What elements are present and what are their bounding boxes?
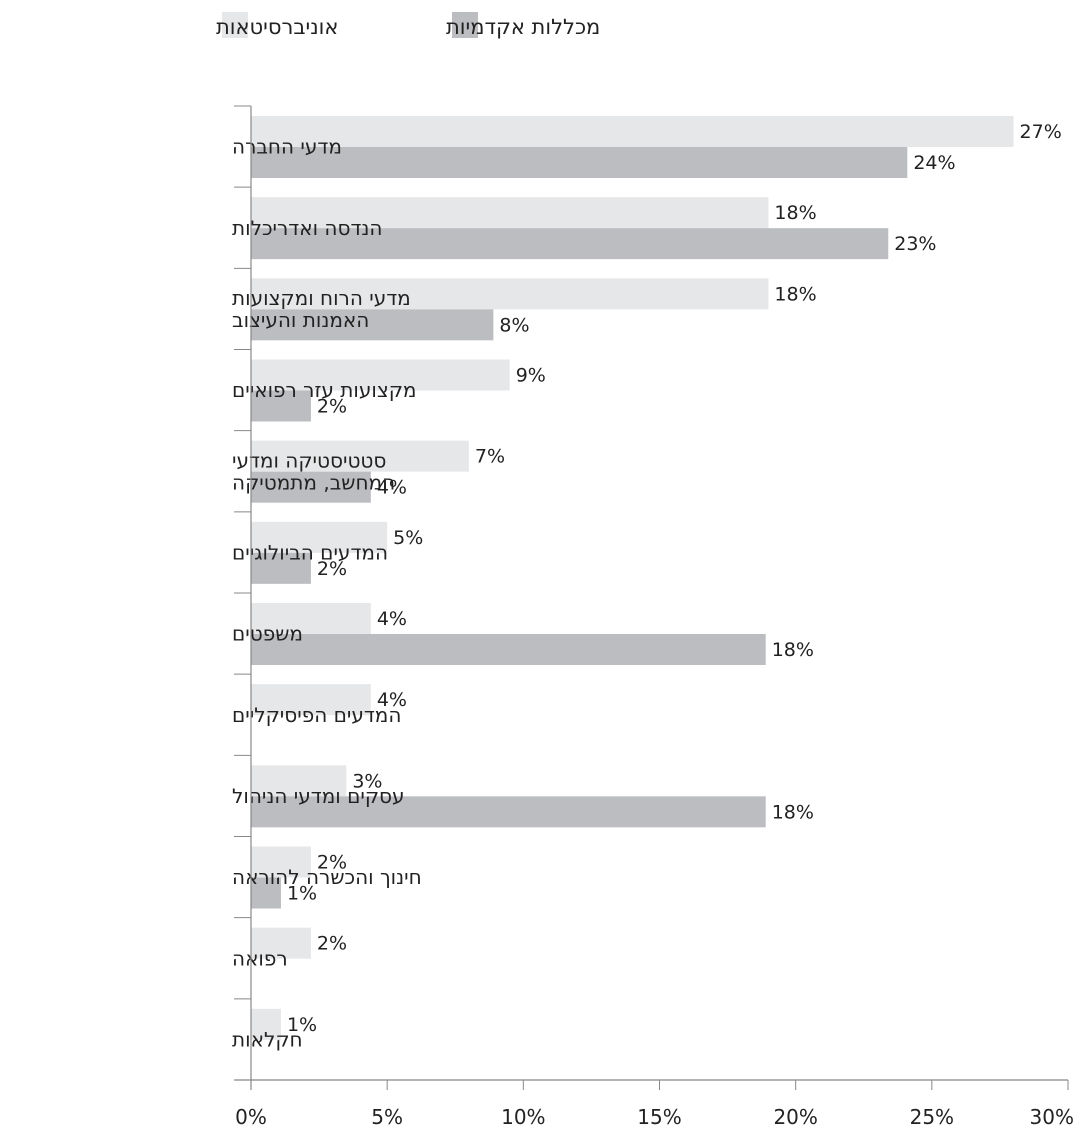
category-label: מדעי החברה xyxy=(232,135,342,159)
x-tick-label: 20% xyxy=(773,1105,817,1129)
axes-group: מדעי החברה הנדסה ואדריכלות מדעי הרוח ומקצו… xyxy=(232,105,1074,1129)
bar xyxy=(251,846,311,878)
data-label: 1% xyxy=(287,883,317,905)
bar xyxy=(251,228,889,260)
bar xyxy=(251,1008,281,1040)
bar xyxy=(251,147,908,178)
data-label: 18% xyxy=(772,639,814,661)
data-label: 4% xyxy=(377,689,407,711)
category-label: הנדסה ואדריכלות xyxy=(232,216,382,240)
bar xyxy=(251,309,494,341)
legend-swatch xyxy=(452,12,478,38)
data-label: 3% xyxy=(352,770,382,792)
bar xyxy=(251,471,371,503)
bar xyxy=(251,552,311,584)
data-label: 9% xyxy=(516,365,546,387)
data-label: 18% xyxy=(774,202,816,224)
x-tick-label: 30% xyxy=(1030,1105,1074,1129)
data-label: 2% xyxy=(317,558,347,580)
legend: מכללות אקדמיות אוניברסיטאות xyxy=(216,12,600,39)
legend-swatch xyxy=(222,12,248,38)
bar xyxy=(251,197,769,229)
bar xyxy=(251,440,469,472)
category-label: המדעים הפיסיקליים xyxy=(232,703,401,727)
bar xyxy=(251,390,311,422)
data-label: 2% xyxy=(317,852,347,874)
bar xyxy=(251,603,371,634)
category-label: מדעי הרוח ומקצועות האמנות והעיצוב xyxy=(232,286,411,332)
data-label: 1% xyxy=(287,1014,317,1036)
bar xyxy=(251,116,1014,147)
bar xyxy=(251,278,769,310)
data-label: 8% xyxy=(499,314,529,336)
bars-group: 27% 24% 18% 23% 18% 8% 9% 2% 7% 4% 5% 2% 4% 18% 4% 3% 18… xyxy=(251,116,1062,1040)
data-label: 2% xyxy=(317,396,347,418)
data-label: 18% xyxy=(774,283,816,305)
legend-label: מכללות אקדמיות xyxy=(446,15,600,39)
category-label: חינוך והכשרה להוראה xyxy=(232,865,422,889)
bar xyxy=(251,684,371,716)
data-label: 27% xyxy=(1020,121,1062,143)
data-label: 5% xyxy=(393,527,423,549)
bar xyxy=(251,927,311,959)
bar xyxy=(251,521,388,553)
x-tick-label: 5% xyxy=(371,1105,403,1129)
x-tick-label: 0% xyxy=(235,1105,267,1129)
legend-label: אוניברסיטאות xyxy=(216,15,338,39)
data-label: 24% xyxy=(913,152,955,174)
category-label: משפטים xyxy=(232,622,303,646)
category-label: סטטיסטיקה ומדעי המחשב, מתמטיקה xyxy=(232,448,395,494)
data-label: 18% xyxy=(772,801,814,823)
x-tick-label: 15% xyxy=(637,1105,681,1129)
bar xyxy=(251,796,766,828)
category-label: מקצועות עזר רפואיים xyxy=(232,378,416,402)
category-label: עסקים ומדעי הניהול xyxy=(232,784,405,808)
x-tick-label: 10% xyxy=(501,1105,545,1129)
data-label: 23% xyxy=(894,233,936,255)
data-label: 4% xyxy=(377,477,407,499)
category-label: רפואה xyxy=(232,946,288,970)
bar xyxy=(251,634,766,665)
bar xyxy=(251,765,347,797)
data-label: 2% xyxy=(317,933,347,955)
bar xyxy=(251,877,281,909)
x-tick-label: 25% xyxy=(910,1105,954,1129)
category-label: המדעים הביולוגיים xyxy=(232,540,388,564)
bar xyxy=(251,359,510,391)
data-label: 4% xyxy=(377,608,407,630)
category-label: חקלאות xyxy=(232,1027,303,1051)
data-label: 7% xyxy=(475,446,505,468)
